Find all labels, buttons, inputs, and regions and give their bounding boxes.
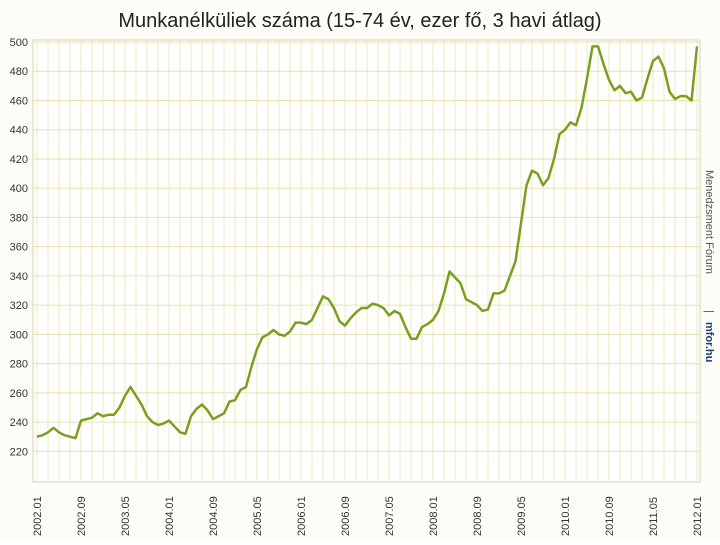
- x-tick-label: 2008.09: [472, 496, 484, 536]
- y-tick-label: 300: [10, 329, 28, 341]
- x-tick-label: 2008.01: [428, 496, 440, 536]
- x-tick-label: 2005.05: [252, 496, 264, 536]
- y-tick-label: 220: [10, 446, 28, 458]
- watermark-domain: mfor.hu: [703, 322, 715, 362]
- grid: [33, 40, 700, 482]
- x-tick-label: 2010.01: [560, 496, 572, 536]
- y-tick-label: 360: [10, 242, 28, 254]
- y-tick-label: 400: [10, 183, 28, 195]
- y-tick-label: 320: [10, 300, 28, 312]
- x-tick-label: 2006.01: [296, 496, 308, 536]
- x-tick-label: 2009.05: [516, 496, 528, 536]
- y-tick-label: 500: [10, 37, 28, 49]
- x-tick-label: 2004.09: [208, 496, 220, 536]
- y-tick-label: 260: [10, 388, 28, 400]
- x-tick-label: 2012.01: [692, 496, 704, 536]
- y-tick-label: 280: [10, 359, 28, 371]
- watermark-site: Menedzsment Fórum: [703, 170, 715, 274]
- chart-title: Munkanélküliek száma (15-74 év, ezer fő,…: [118, 10, 601, 32]
- x-tick-label: 2010.09: [604, 496, 616, 536]
- y-tick-label: 480: [10, 66, 28, 78]
- y-tick-label: 380: [10, 212, 28, 224]
- y-tick-label: 460: [10, 95, 28, 107]
- x-tick-label: 2004.01: [164, 496, 176, 536]
- y-tick-label: 340: [10, 271, 28, 283]
- x-tick-label: 2011.05: [648, 497, 660, 536]
- x-tick-label: 2002.09: [76, 496, 88, 536]
- x-tick-label: 2003.05: [120, 496, 132, 536]
- watermark-separator: |: [703, 310, 715, 313]
- x-tick-label: 2007.05: [384, 496, 396, 536]
- y-tick-label: 420: [10, 154, 28, 166]
- x-tick-label: 2002.01: [32, 496, 44, 536]
- y-tick-label: 440: [10, 125, 28, 137]
- line: [36, 45, 699, 440]
- x-tick-label: 2006.09: [340, 496, 352, 536]
- y-tick-label: 240: [10, 417, 28, 429]
